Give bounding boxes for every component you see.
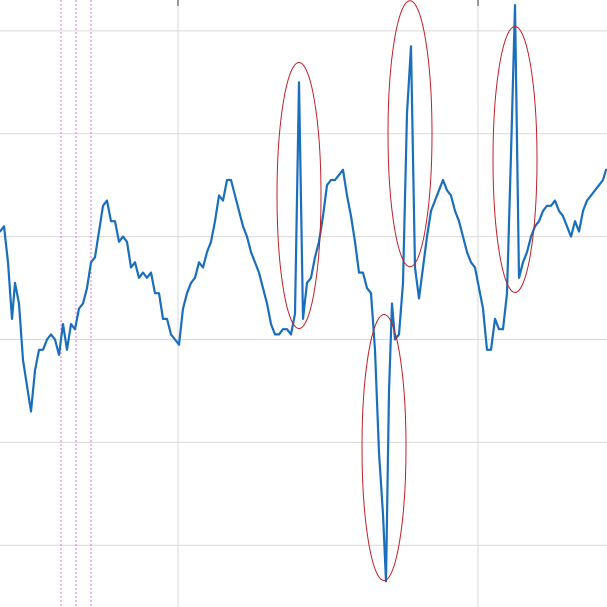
series-line [0,3,607,583]
anomaly-ellipse [492,25,538,293]
anomaly-ellipse [361,314,407,582]
series-group [0,3,607,583]
marker-lines [60,0,92,607]
top-axis-ticks [177,0,479,6]
anomaly-ellipse [276,61,322,329]
anomaly-markers [276,0,538,582]
anomaly-ellipse [387,0,433,268]
